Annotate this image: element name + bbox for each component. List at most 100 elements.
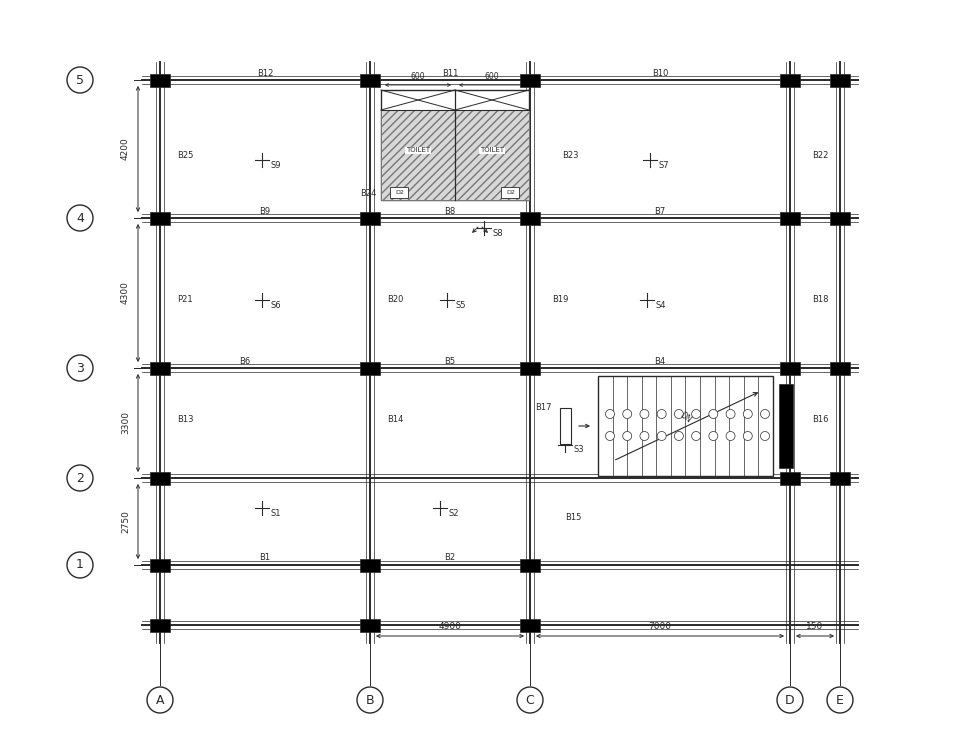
- Bar: [559, 408, 571, 444]
- Text: D: D: [784, 693, 794, 707]
- Circle shape: [639, 431, 648, 441]
- Bar: [150, 559, 170, 571]
- Bar: [779, 384, 792, 468]
- Circle shape: [605, 431, 614, 441]
- Circle shape: [760, 431, 769, 441]
- Text: B9: B9: [259, 208, 271, 216]
- Circle shape: [708, 431, 717, 441]
- Text: B22: B22: [811, 150, 827, 160]
- Text: 4200: 4200: [121, 138, 130, 160]
- Bar: [501, 186, 519, 197]
- Text: A: A: [155, 693, 164, 707]
- Text: S3: S3: [574, 445, 584, 455]
- Text: S2: S2: [449, 509, 459, 517]
- Circle shape: [725, 409, 734, 419]
- Text: D2: D2: [395, 189, 403, 194]
- Text: S8: S8: [493, 228, 503, 238]
- Text: B3: B3: [694, 456, 705, 464]
- Bar: [359, 618, 379, 631]
- Bar: [780, 472, 800, 484]
- Bar: [598, 376, 772, 476]
- Circle shape: [67, 205, 92, 231]
- Text: 4300: 4300: [121, 282, 130, 305]
- Text: D2: D2: [505, 189, 515, 194]
- Text: B1: B1: [259, 553, 271, 562]
- Text: 4: 4: [76, 211, 84, 224]
- Text: DN: DN: [678, 411, 692, 425]
- Bar: [829, 472, 849, 484]
- Text: P21: P21: [177, 295, 193, 305]
- Bar: [150, 74, 170, 87]
- Text: 5: 5: [76, 74, 84, 87]
- Circle shape: [605, 409, 614, 419]
- Bar: [519, 74, 539, 87]
- Circle shape: [708, 409, 717, 419]
- Text: B18: B18: [811, 295, 827, 305]
- Bar: [519, 618, 539, 631]
- Circle shape: [691, 431, 700, 441]
- Circle shape: [67, 67, 92, 93]
- Text: B23: B23: [561, 150, 578, 160]
- Text: S7: S7: [659, 160, 669, 169]
- Text: C: C: [525, 693, 534, 707]
- Text: 150: 150: [805, 622, 822, 631]
- Circle shape: [67, 355, 92, 381]
- Text: B24: B24: [359, 188, 375, 197]
- Bar: [829, 361, 849, 375]
- Text: 7000: 7000: [648, 622, 671, 631]
- Circle shape: [657, 409, 665, 419]
- Bar: [150, 211, 170, 224]
- Bar: [150, 361, 170, 375]
- Bar: [519, 559, 539, 571]
- Circle shape: [742, 409, 752, 419]
- Text: B25: B25: [176, 150, 193, 160]
- Circle shape: [760, 409, 769, 419]
- Text: B12: B12: [256, 68, 273, 77]
- Text: B17: B17: [535, 403, 551, 412]
- Circle shape: [67, 465, 92, 491]
- Text: B2: B2: [444, 553, 456, 562]
- Text: 600: 600: [410, 72, 425, 81]
- Bar: [829, 74, 849, 87]
- Text: 4900: 4900: [438, 622, 461, 631]
- Bar: [359, 559, 379, 571]
- Bar: [829, 211, 849, 224]
- Bar: [380, 90, 529, 200]
- Circle shape: [147, 687, 172, 713]
- Text: 3: 3: [76, 361, 84, 375]
- Text: B7: B7: [654, 208, 665, 216]
- Circle shape: [674, 409, 682, 419]
- Circle shape: [826, 687, 852, 713]
- Bar: [359, 361, 379, 375]
- Text: B19: B19: [551, 295, 568, 305]
- Circle shape: [657, 431, 665, 441]
- Text: B15: B15: [564, 514, 580, 523]
- Text: B20: B20: [386, 295, 403, 305]
- Bar: [359, 74, 379, 87]
- Circle shape: [742, 431, 752, 441]
- Bar: [359, 211, 379, 224]
- Circle shape: [691, 409, 700, 419]
- Circle shape: [622, 409, 631, 419]
- Text: B4: B4: [654, 358, 665, 367]
- Text: S4: S4: [656, 300, 666, 310]
- Text: TOILET: TOILET: [479, 147, 503, 154]
- Circle shape: [622, 431, 631, 441]
- Text: B11: B11: [441, 68, 457, 77]
- Circle shape: [639, 409, 648, 419]
- Bar: [150, 618, 170, 631]
- Bar: [150, 472, 170, 484]
- Text: 2: 2: [76, 472, 84, 484]
- Text: S9: S9: [271, 160, 281, 169]
- Text: TOILET: TOILET: [406, 147, 430, 154]
- Text: B6: B6: [239, 358, 251, 367]
- Circle shape: [517, 687, 542, 713]
- Bar: [519, 361, 539, 375]
- Text: S1: S1: [271, 509, 281, 517]
- Circle shape: [776, 687, 802, 713]
- Text: B16: B16: [811, 416, 827, 425]
- Text: B13: B13: [176, 416, 193, 425]
- Text: S6: S6: [271, 300, 281, 310]
- Text: B14: B14: [386, 416, 403, 425]
- Text: 3300: 3300: [121, 411, 130, 434]
